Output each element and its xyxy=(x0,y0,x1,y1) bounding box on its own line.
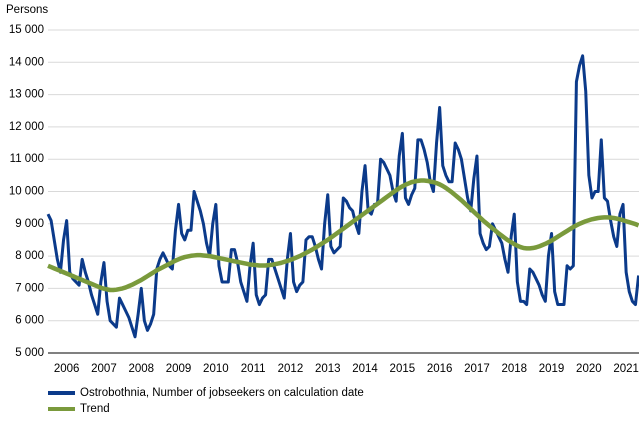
x-tick-label: 2011 xyxy=(241,363,266,375)
legend-label: Ostrobothnia, Number of jobseekers on ca… xyxy=(80,387,364,399)
x-tick-label: 2021 xyxy=(613,363,639,375)
x-tick-label: 2014 xyxy=(352,363,378,375)
x-tick-label: 2009 xyxy=(166,363,192,375)
x-tick-label: 2006 xyxy=(54,363,80,375)
y-tick-label: 10 000 xyxy=(9,186,44,198)
y-tick-label: 8 000 xyxy=(15,250,44,262)
y-tick-label: 6 000 xyxy=(15,315,44,327)
x-tick-label: 2019 xyxy=(539,363,565,375)
legend-label: Trend xyxy=(80,403,110,415)
x-tick-label: 2010 xyxy=(203,363,229,375)
x-tick-label: 2007 xyxy=(91,363,117,375)
y-tick-label: 9 000 xyxy=(15,218,44,230)
y-tick-label: 5 000 xyxy=(15,347,44,359)
x-tick-label: 2012 xyxy=(278,363,304,375)
y-axis-title: Persons xyxy=(6,4,48,16)
x-tick-label: 2020 xyxy=(576,363,602,375)
y-tick-label: 14 000 xyxy=(9,56,44,68)
x-tick-label: 2016 xyxy=(427,363,453,375)
y-tick-label: 11 000 xyxy=(10,153,44,165)
y-tick-label: 7 000 xyxy=(15,282,44,294)
y-tick-label: 12 000 xyxy=(9,121,44,133)
x-tick-label: 2017 xyxy=(464,363,490,375)
x-tick-label: 2015 xyxy=(390,363,416,375)
x-tick-label: 2013 xyxy=(315,363,341,375)
y-tick-label: 13 000 xyxy=(9,89,44,101)
series-line xyxy=(47,178,639,293)
y-tick-label: 15 000 xyxy=(9,24,44,36)
series-line xyxy=(46,54,639,339)
x-tick-label: 2018 xyxy=(501,363,527,375)
x-tick-label: 2008 xyxy=(128,363,154,375)
